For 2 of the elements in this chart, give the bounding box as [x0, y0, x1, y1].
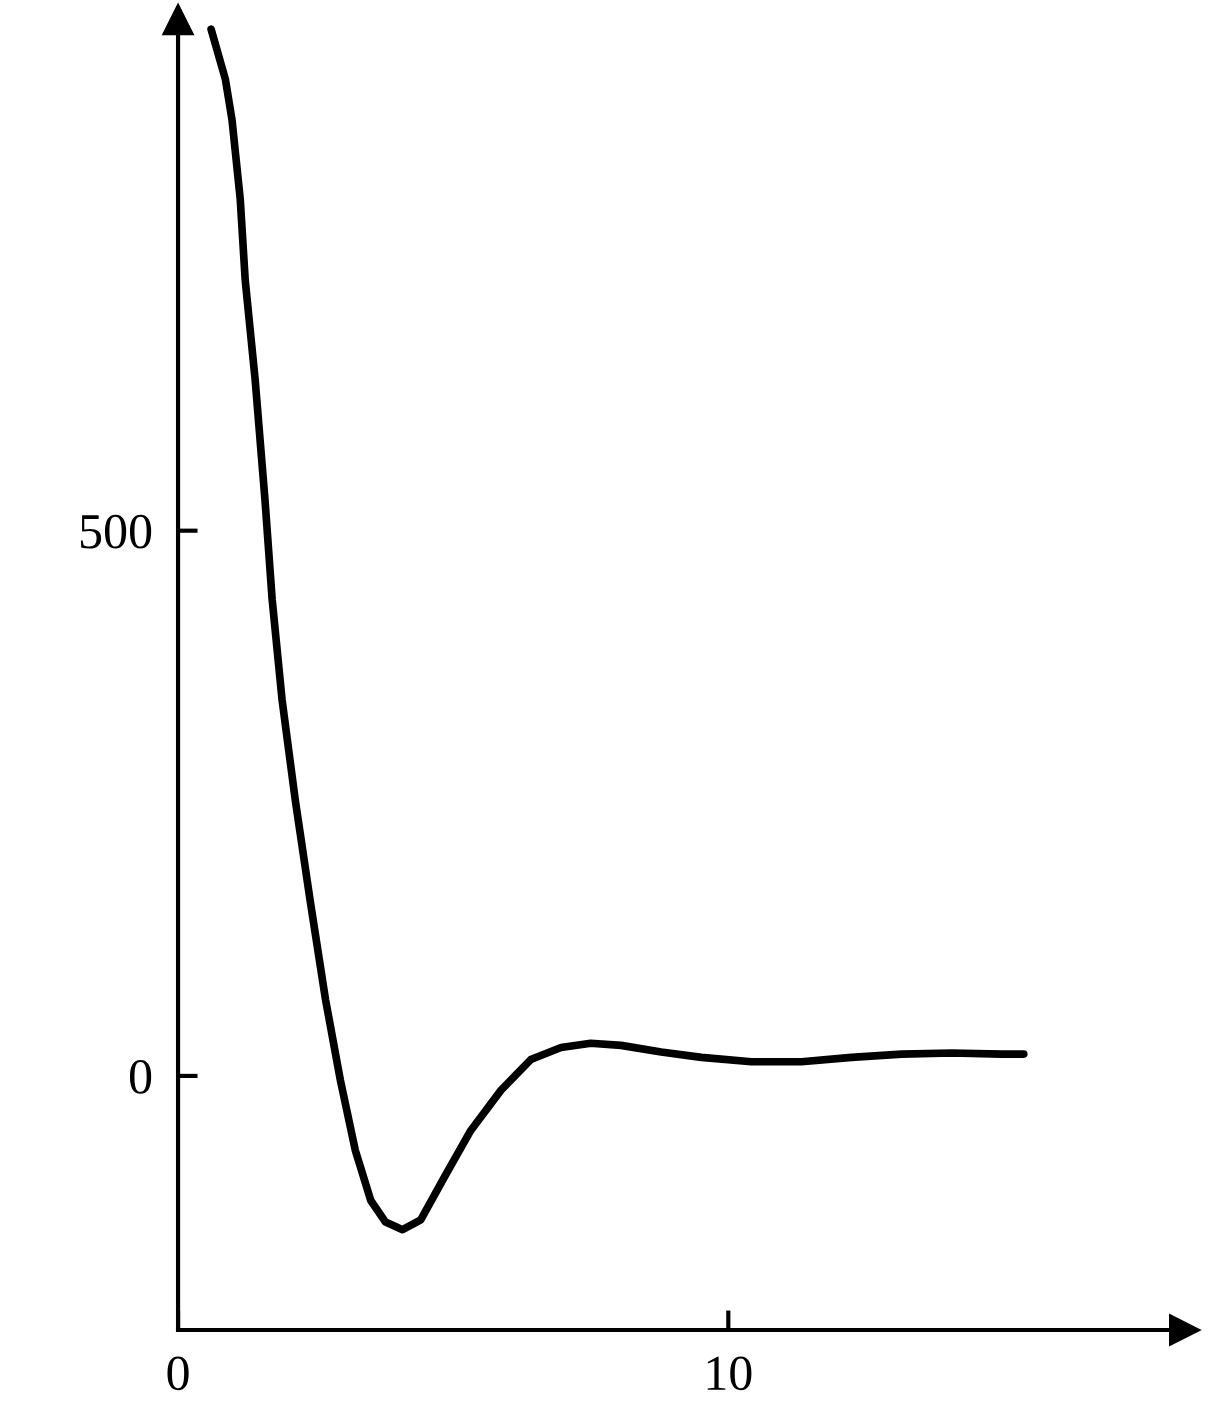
- y-tick-label: 500: [80, 514, 152, 549]
- x-tick-label: 10: [707, 1356, 752, 1391]
